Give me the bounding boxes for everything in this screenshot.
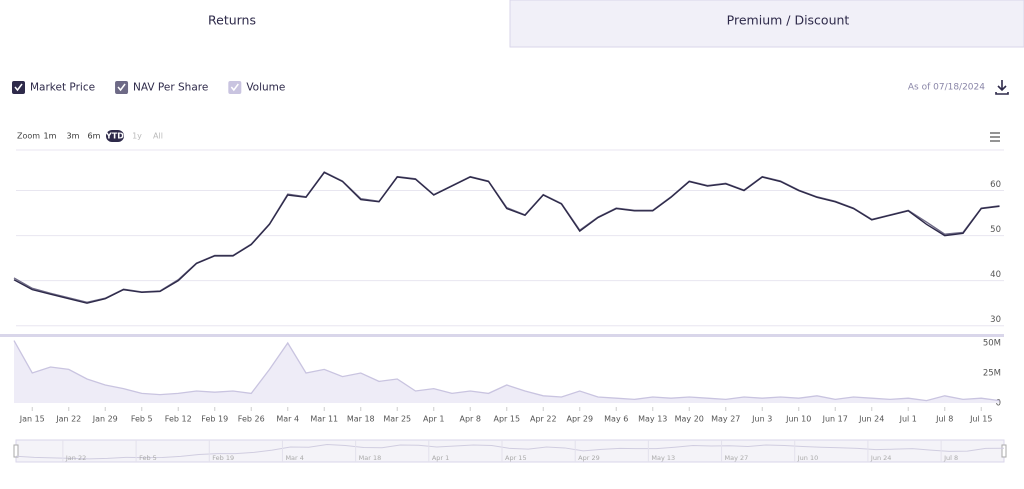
- pane-separator: [0, 334, 1004, 337]
- zoom-button-bg[interactable]: [106, 130, 124, 142]
- x-tick-label: Jul 8: [935, 415, 953, 424]
- y-tick-label: 60: [990, 180, 1001, 190]
- navigator-label: Jul 8: [943, 454, 958, 462]
- navigator-label: Feb 5: [139, 454, 157, 462]
- zoom-button[interactable]: 1y: [132, 132, 142, 141]
- tab-label[interactable]: Returns: [208, 13, 256, 28]
- x-tick-label: Jan 15: [19, 415, 45, 424]
- zoom-button[interactable]: 3m: [67, 132, 80, 141]
- volume-line: [13, 340, 1000, 402]
- x-tick-label: Apr 8: [460, 415, 481, 424]
- navigator-label: Mar 4: [285, 454, 303, 462]
- navigator-label: Jun 24: [870, 454, 892, 462]
- x-tick-label: Jan 29: [92, 415, 118, 424]
- x-tick-label: Apr 1: [423, 415, 444, 424]
- navigator-label: Apr 1: [432, 454, 449, 462]
- download-icon[interactable]: [995, 80, 1009, 95]
- x-tick-label: Feb 19: [201, 415, 228, 424]
- x-tick-label: Feb 5: [131, 415, 153, 424]
- price-line: [13, 171, 1000, 303]
- x-tick-label: Mar 11: [310, 415, 338, 424]
- zoom-button[interactable]: YTD: [105, 132, 124, 141]
- x-tick-label: Jul 1: [899, 415, 917, 424]
- navigator-label: Jan 22: [65, 454, 86, 462]
- navigator-label: Apr 15: [505, 454, 527, 462]
- navigator-label: Feb 19: [212, 454, 234, 462]
- x-tick-label: Mar 18: [347, 415, 375, 424]
- navigator-label: Apr 29: [578, 454, 600, 462]
- tab-returns[interactable]: [0, 0, 510, 47]
- y2-tick-label: 50M: [983, 339, 1001, 349]
- navigator-label: Jun 10: [797, 454, 819, 462]
- navigator-handle[interactable]: [1001, 444, 1007, 458]
- zoom-label: Zoom: [17, 132, 40, 141]
- zoom-button[interactable]: 6m: [88, 132, 101, 141]
- as-of-date: As of 07/18/2024: [908, 83, 985, 93]
- navigator-label: Mar 18: [359, 454, 382, 462]
- x-tick-label: Jul 15: [969, 415, 992, 424]
- y-tick-label: 30: [990, 315, 1001, 325]
- x-tick-label: May 6: [604, 415, 628, 424]
- x-tick-label: May 20: [675, 415, 704, 424]
- legend-check: [230, 83, 239, 92]
- x-tick-label: May 27: [711, 415, 740, 424]
- volume-area-fill: [14, 340, 1000, 403]
- x-tick-label: Jun 24: [858, 415, 884, 424]
- x-tick-label: Jun 17: [822, 415, 848, 424]
- menu-icon[interactable]: [990, 132, 1000, 142]
- x-tick-label: May 13: [638, 415, 667, 424]
- price-line: [13, 171, 1000, 304]
- x-tick-label: Apr 22: [530, 415, 557, 424]
- x-tick-label: Apr 29: [566, 415, 593, 424]
- x-tick-label: Jan 22: [55, 415, 81, 424]
- x-tick-label: Mar 4: [276, 415, 299, 424]
- legend-label[interactable]: NAV Per Share: [133, 82, 208, 94]
- navigator-handle[interactable]: [13, 444, 19, 458]
- x-tick-label: Apr 15: [493, 415, 520, 424]
- x-tick-label: Jun 3: [751, 415, 772, 424]
- legend-check: [117, 83, 126, 92]
- zoom-button[interactable]: 1m: [44, 132, 57, 141]
- y-tick-label: 50: [990, 225, 1001, 235]
- x-tick-label: Jun 10: [785, 415, 811, 424]
- y2-tick-label: 0: [996, 399, 1001, 409]
- y2-tick-label: 25M: [983, 369, 1001, 379]
- navigator-label: May 27: [725, 454, 749, 462]
- tab-label[interactable]: Premium / Discount: [727, 13, 850, 28]
- navigator-label: May 13: [651, 454, 675, 462]
- zoom-button[interactable]: All: [153, 132, 163, 141]
- x-tick-label: Feb 26: [238, 415, 265, 424]
- legend-check: [14, 83, 23, 92]
- y-tick-label: 40: [990, 270, 1001, 280]
- tab-premium[interactable]: [509, 0, 1024, 48]
- navigator-series: [15, 443, 1005, 460]
- x-tick-label: Mar 25: [383, 415, 411, 424]
- legend-label[interactable]: Volume: [246, 82, 285, 94]
- legend-label[interactable]: Market Price: [30, 82, 95, 94]
- x-tick-label: Feb 12: [165, 415, 192, 424]
